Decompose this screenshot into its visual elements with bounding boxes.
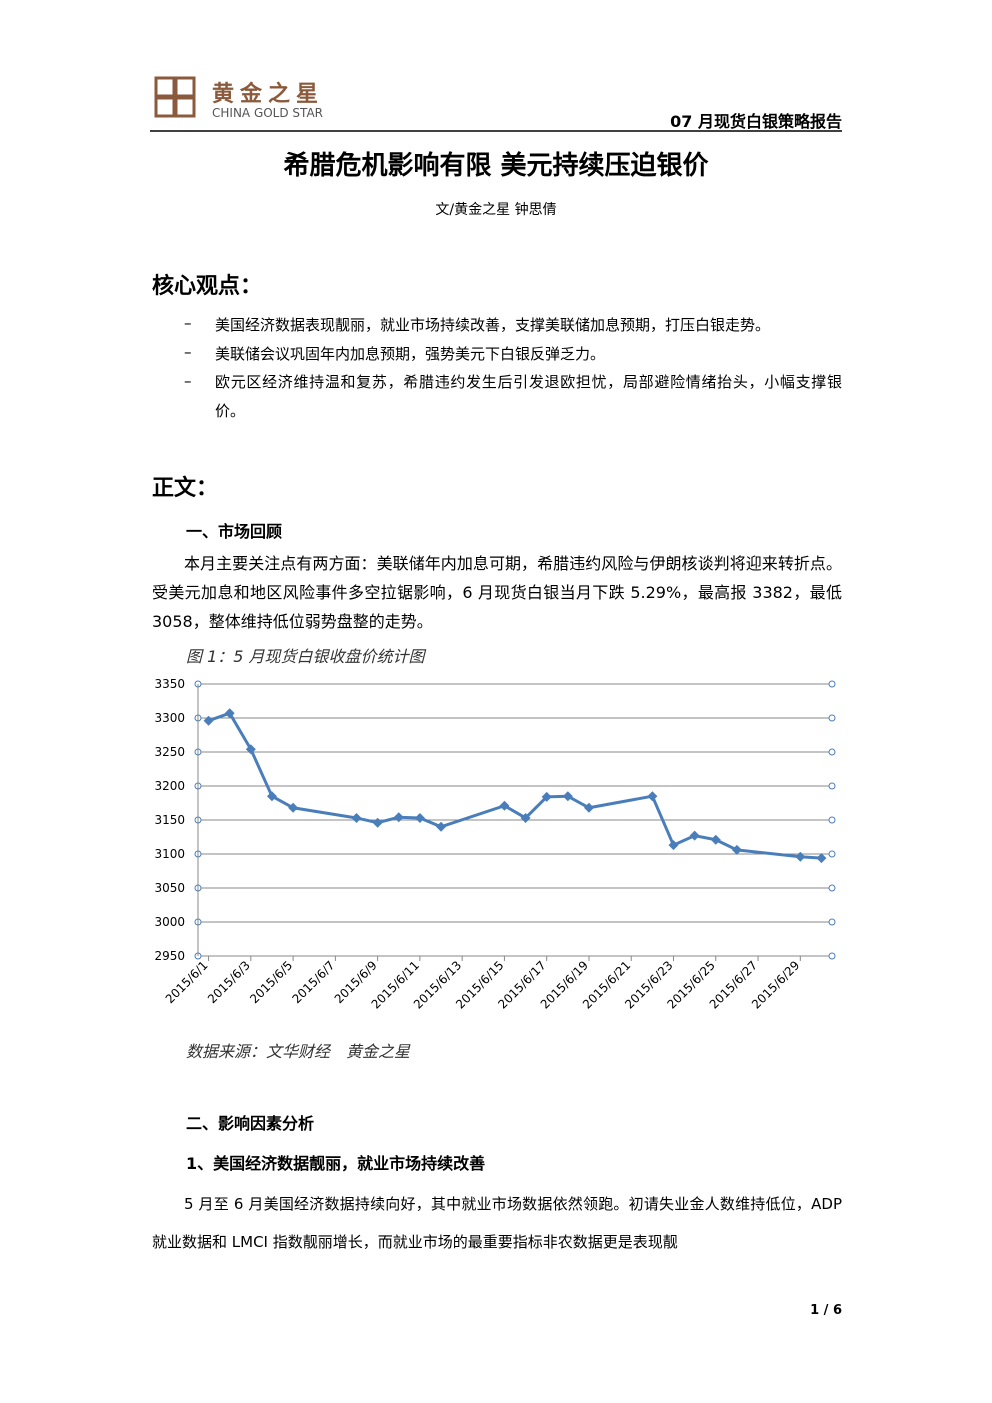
grid-end-marker <box>828 782 836 790</box>
point-marker <box>224 708 235 719</box>
section-heading: 一、市场回顾 <box>186 522 283 541</box>
grid-end-marker <box>828 952 836 960</box>
y-tick-label: 3150 <box>154 813 185 827</box>
point-marker <box>203 715 214 726</box>
x-tick-label: 2015/6/5 <box>247 958 295 1006</box>
point-marker <box>668 840 679 851</box>
point-marker <box>351 812 362 823</box>
body-heading: 正文： <box>152 476 219 501</box>
point-marker <box>795 851 806 862</box>
chart-source: 数据来源：文华财经 黄金之星 <box>186 1042 411 1061</box>
y-tick-label: 2950 <box>154 949 185 963</box>
logo-en: CHINA GOLD STAR <box>212 106 323 120</box>
point-marker <box>647 791 658 802</box>
grid-end-marker <box>828 918 836 926</box>
point-marker <box>288 802 299 813</box>
page-number: 1 / 6 <box>810 1303 842 1318</box>
point-marker <box>245 744 256 755</box>
chart-title: 图 1：5 月现货白银收盘价统计图 <box>186 647 425 666</box>
logo-icon <box>154 76 196 118</box>
sub-heading: 1、美国经济数据靓丽，就业市场持续改善 <box>186 1154 486 1173</box>
y-tick-label: 3350 <box>154 677 185 691</box>
point-marker <box>393 812 404 823</box>
series-line <box>208 711 822 860</box>
point-marker <box>520 812 531 823</box>
y-tick-label: 3200 <box>154 779 185 793</box>
point-marker <box>583 802 594 813</box>
point-marker <box>562 791 573 802</box>
core-item: 美国经济数据表现靓丽，就业市场持续改善，支撑美联储加息预期，打压白银走势。 <box>215 316 771 334</box>
chart: 2950 3000 3050 3100 3150 3200 3250 3300 3350 2015… <box>154 677 836 1012</box>
author: 文/黄金之星 钟思倩 <box>435 202 557 218</box>
point-marker <box>436 821 447 832</box>
point-marker <box>266 791 277 802</box>
x-tick-label: 2015/6/1 <box>163 958 211 1006</box>
point-marker <box>731 844 742 855</box>
grid-end-marker <box>828 816 836 824</box>
doc-title: 希腊危机影响有限 美元持续压迫银价 <box>283 151 709 181</box>
core-item: 美联储会议巩固年内加息预期，强势美元下白银反弹乏力。 <box>215 345 606 363</box>
core-item: 欧元区经济维持温和复苏，希腊违约发生后引发退欧担忧，局部避险情绪抬头，小幅支撑银… <box>215 373 842 420</box>
core-heading: 核心观点： <box>152 274 263 299</box>
point-marker <box>414 812 425 823</box>
grid-end-marker <box>828 680 836 688</box>
point-marker <box>499 800 510 811</box>
point-marker <box>816 853 827 864</box>
point-marker <box>710 834 721 845</box>
logo-cn: 黄金之星 <box>212 82 325 107</box>
bullet: – <box>184 372 192 390</box>
grid-end-marker <box>828 850 836 858</box>
bullet: – <box>184 314 192 332</box>
y-tick-label: 3300 <box>154 711 185 725</box>
grid-end-marker <box>828 714 836 722</box>
point-marker <box>689 830 700 841</box>
paragraph: 5 月至 6 月美国经济数据持续向好，其中就业市场数据依然领跑。初请失业金人数维… <box>152 1195 842 1251</box>
y-tick-label: 3050 <box>154 881 185 895</box>
bullet: – <box>184 343 192 361</box>
section-heading: 二、影响因素分析 <box>186 1114 315 1133</box>
grid-end-marker <box>828 884 836 892</box>
y-tick-label: 3000 <box>154 915 185 929</box>
paragraph: 本月主要关注点有两方面：美联储年内加息可期，希腊违约风险与伊朗核谈判将迎来转折点… <box>152 554 842 631</box>
point-marker <box>372 817 383 828</box>
y-tick-label: 3250 <box>154 745 185 759</box>
x-tick-label: 2015/6/3 <box>205 958 253 1006</box>
report-title: 07 月现货白银策略报告 <box>670 112 842 131</box>
x-tick-label: 2015/6/7 <box>289 958 337 1006</box>
grid-end-marker <box>828 748 836 756</box>
y-tick-label: 3100 <box>154 847 185 861</box>
point-marker <box>541 791 552 802</box>
